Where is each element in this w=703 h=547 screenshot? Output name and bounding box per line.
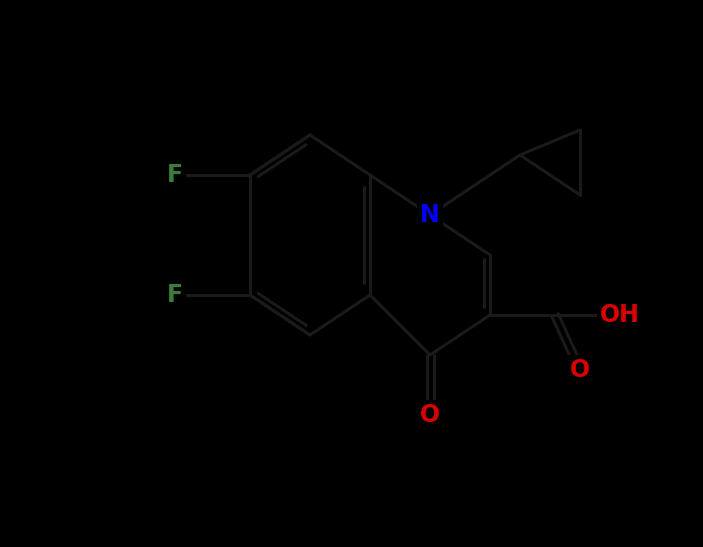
Text: F: F — [167, 283, 183, 307]
Text: OH: OH — [600, 303, 640, 327]
Text: O: O — [420, 403, 440, 427]
Text: O: O — [570, 358, 590, 382]
Text: F: F — [167, 163, 183, 187]
Text: N: N — [420, 203, 440, 227]
